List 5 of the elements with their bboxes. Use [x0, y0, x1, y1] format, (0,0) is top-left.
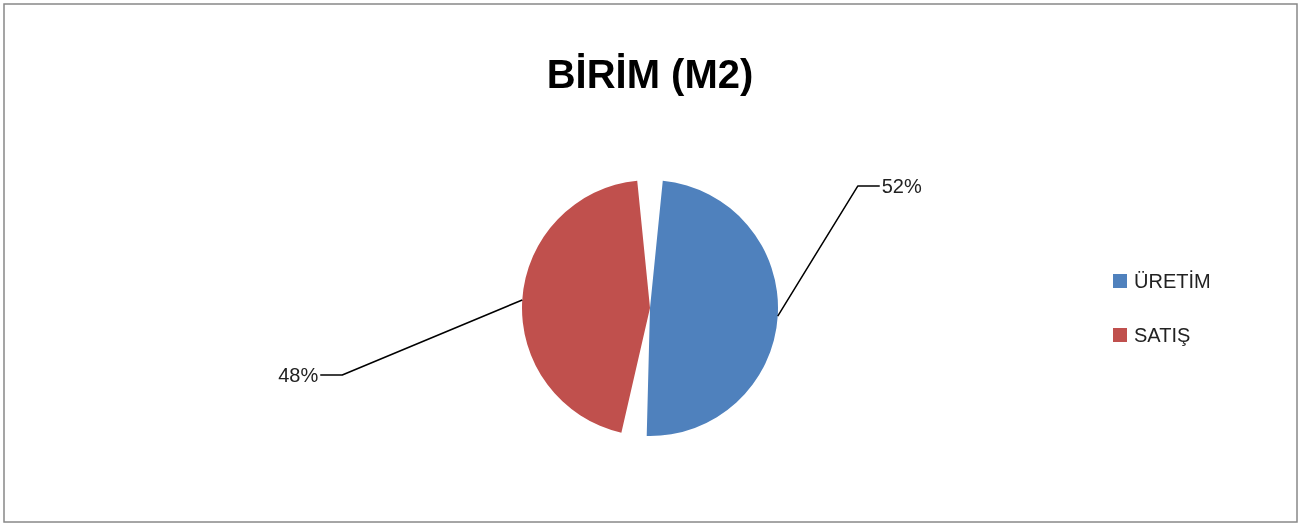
legend-label: ÜRETİM: [1134, 270, 1211, 292]
data-label: 52%: [881, 175, 922, 198]
data-label: 48%: [278, 363, 319, 386]
legend-label: SATIŞ: [1134, 324, 1191, 346]
chart-title: BİRİM (M2): [546, 52, 754, 96]
